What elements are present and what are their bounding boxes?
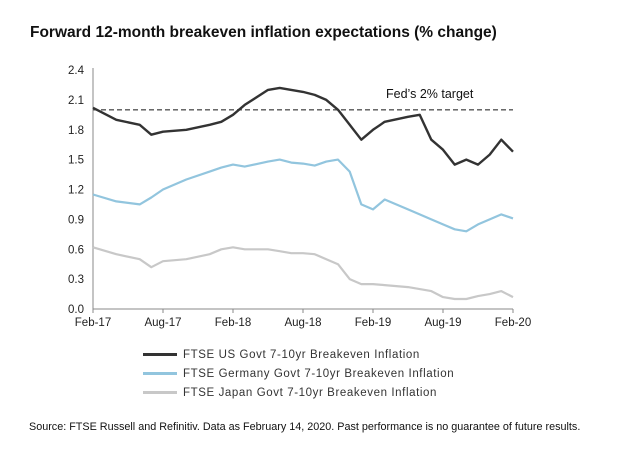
series-group <box>92 86 514 301</box>
y-tick-label: 2.1 <box>68 95 84 107</box>
chart: 0.0 0.3 0.6 0.9 1.2 1.5 1.8 2.1 2.4 Feb-17 Aug-17… <box>68 65 531 329</box>
fed-target-label: Fed’s 2% target <box>386 87 474 101</box>
chart-title: Forward 12-month breakeven inflation exp… <box>30 24 497 41</box>
legend-item-germany: FTSE Germany Govt 7-10yr Breakeven Infla… <box>143 364 454 383</box>
legend: FTSE US Govt 7-10yr Breakeven Inflation … <box>143 345 454 402</box>
x-tick-label: Feb-19 <box>355 317 391 329</box>
legend-label-germany: FTSE Germany Govt 7-10yr Breakeven Infla… <box>183 367 455 380</box>
y-tick-label: 0.6 <box>68 244 84 256</box>
y-axis: 0.0 0.3 0.6 0.9 1.2 1.5 1.8 2.1 2.4 <box>68 65 94 316</box>
legend-item-us: FTSE US Govt 7-10yr Breakeven Inflation <box>143 345 454 364</box>
us-series-line <box>92 86 514 166</box>
reference-line-group: Fed’s 2% target <box>93 87 513 111</box>
x-axis: Feb-17 Aug-17 Feb-18 Aug-18 Feb-19 Aug-19 Feb-… <box>75 308 531 329</box>
legend-item-japan: FTSE Japan Govt 7-10yr Breakeven Inflati… <box>143 383 454 402</box>
legend-swatch-germany <box>143 372 177 375</box>
y-tick-label: 0.3 <box>68 274 84 286</box>
y-tick-label: 0.0 <box>68 304 84 316</box>
legend-swatch-us <box>143 353 177 356</box>
x-tick-label: Feb-17 <box>75 317 111 329</box>
y-tick-label: 2.4 <box>68 65 85 77</box>
legend-label-japan: FTSE Japan Govt 7-10yr Breakeven Inflati… <box>183 386 438 399</box>
x-tick-label: Aug-17 <box>144 317 181 329</box>
legend-label-us: FTSE US Govt 7-10yr Breakeven Inflation <box>183 348 420 361</box>
legend-swatch-japan <box>143 391 177 394</box>
germany-series-line <box>92 158 514 233</box>
y-tick-label: 1.2 <box>68 185 84 197</box>
y-tick-label: 1.5 <box>68 155 84 167</box>
y-tick-label: 1.8 <box>68 125 84 137</box>
x-tick-label: Feb-20 <box>495 317 531 329</box>
x-tick-label: Aug-18 <box>284 317 321 329</box>
japan-series-line <box>92 246 514 301</box>
x-tick-label: Feb-18 <box>215 317 251 329</box>
y-tick-label: 0.9 <box>68 214 84 226</box>
source-note: Source: FTSE Russell and Refinitiv. Data… <box>29 421 581 433</box>
x-tick-label: Aug-19 <box>424 317 461 329</box>
